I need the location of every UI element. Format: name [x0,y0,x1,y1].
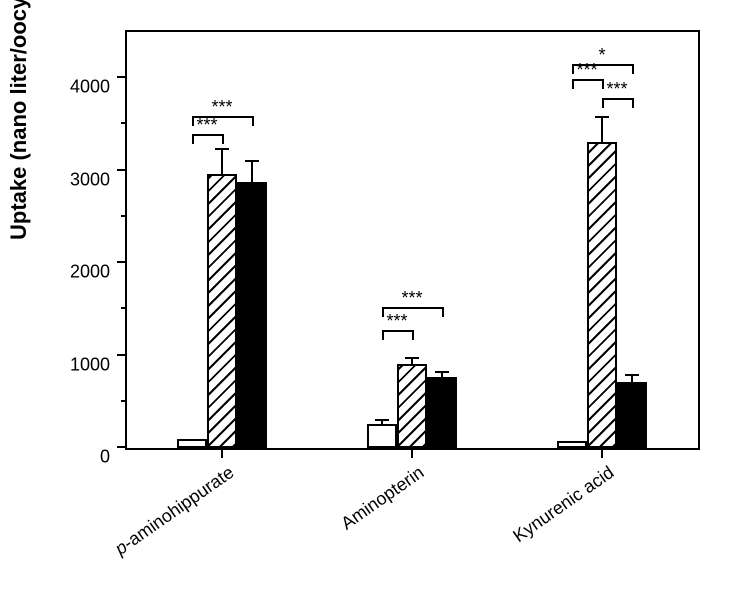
significance-drop [632,98,634,108]
significance-drop [602,98,604,108]
significance-drop [412,330,414,340]
error-bar [381,421,383,424]
y-tick-major [117,354,127,356]
error-cap [375,419,389,421]
y-tick-minor [121,307,127,309]
x-tick [221,448,223,458]
y-axis-tick-area: 01000200030004000 [0,30,125,450]
error-bar [251,162,253,181]
error-cap [595,116,609,118]
bar [587,142,617,448]
significance-drop [602,79,604,89]
x-tick-label: p-aminohippurate [111,462,238,560]
y-tick-label: 0 [100,447,110,468]
significance-drop [442,307,444,317]
significance-label: *** [401,289,422,307]
error-cap [215,148,229,150]
bar [557,441,587,448]
bar [177,439,207,448]
y-tick-label: 4000 [70,77,110,98]
significance-drop [382,307,384,317]
significance-drop [572,79,574,89]
error-cap [625,374,639,376]
significance-drop [632,64,634,74]
significance-label: *** [606,80,627,98]
significance-label: * [598,46,605,64]
chart-container: Uptake (nano liter/oocyte/hr) 0100020003… [0,0,742,590]
error-bar [441,373,443,377]
error-bar [631,376,633,382]
error-bar [411,359,413,364]
y-tick-minor [121,400,127,402]
significance-label: *** [211,98,232,116]
significance-label: *** [386,312,407,330]
bar [617,382,647,448]
x-tick [601,448,603,458]
y-tick-minor [121,215,127,217]
x-tick-label: Aminopterin [337,462,428,534]
y-tick-label: 2000 [70,262,110,283]
bar [237,182,267,448]
error-cap [435,371,449,373]
y-tick-major [117,169,127,171]
x-tick-label: Kynurenic acid [509,462,618,547]
bar [427,377,457,448]
error-cap [245,160,259,162]
y-tick-label: 3000 [70,169,110,190]
significance-drop [572,64,574,74]
plot-area: p-aminohippurateAminopterinKynurenic aci… [125,30,700,450]
bar [397,364,427,448]
y-tick-label: 1000 [70,354,110,375]
x-tick [411,448,413,458]
significance-label: *** [196,116,217,134]
significance-drop [192,116,194,126]
error-cap [405,357,419,359]
error-bar [601,118,603,142]
significance-drop [222,134,224,144]
significance-drop [382,330,384,340]
y-tick-minor [121,122,127,124]
y-tick-major [117,76,127,78]
y-tick-major [117,261,127,263]
bar [207,174,237,448]
bar [367,424,397,448]
error-bar [221,150,223,174]
y-tick-major [117,446,127,448]
significance-drop [192,134,194,144]
significance-drop [252,116,254,126]
